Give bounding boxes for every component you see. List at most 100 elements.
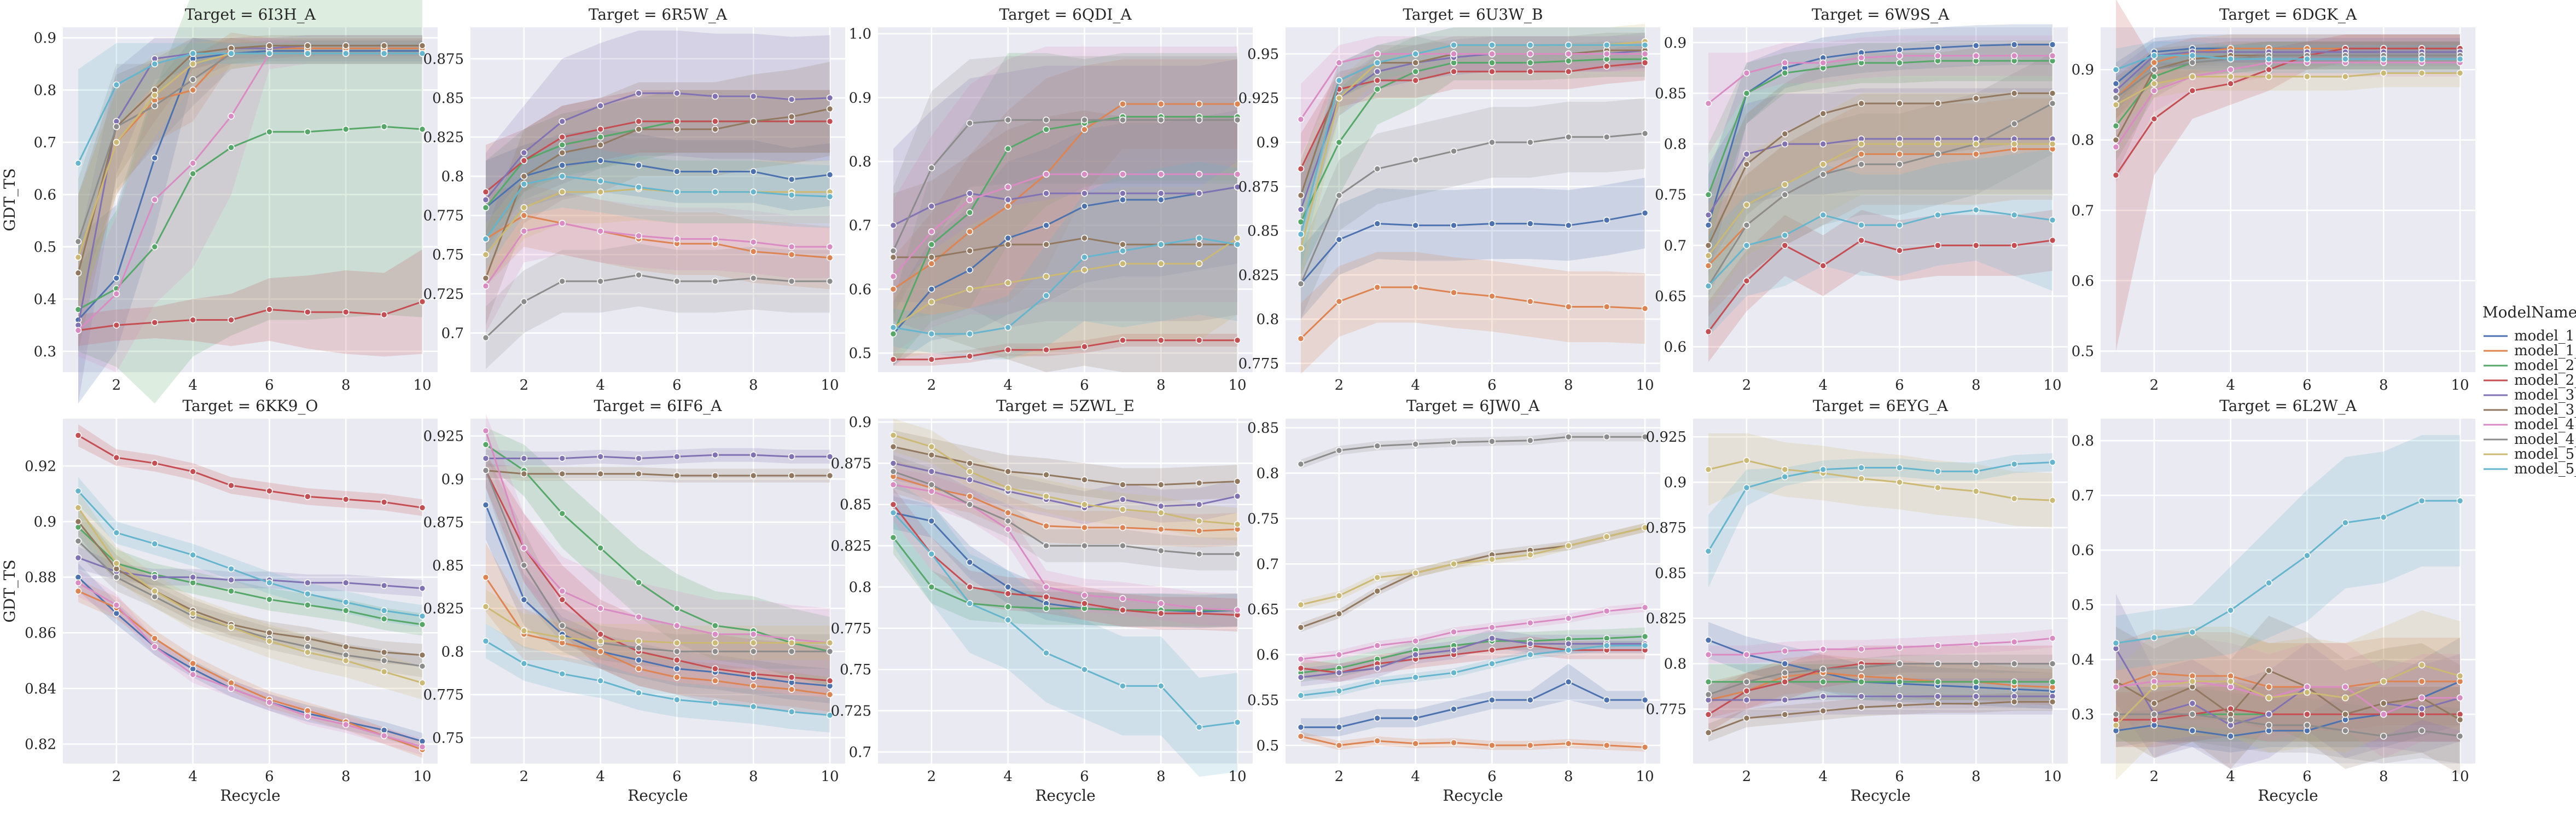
data-point [342, 50, 350, 57]
x-tick-label: 6 [672, 377, 682, 394]
y-tick-label: 0.4 [34, 291, 56, 308]
data-point [2010, 140, 2018, 148]
series-line [893, 476, 1238, 532]
data-point [1004, 279, 1011, 286]
y-tick-label: 0.8 [441, 644, 464, 660]
data-point [1527, 298, 1534, 305]
data-point [1195, 550, 1203, 558]
data-point [1641, 130, 1649, 137]
x-tick-label: 8 [341, 768, 351, 785]
series-line [1707, 92, 2052, 246]
data-point [1565, 134, 1572, 141]
series-band [1301, 252, 1645, 374]
y-tick-label: 0.85 [432, 90, 464, 107]
series-band [486, 62, 830, 326]
data-point [712, 699, 719, 707]
y-tick-label: 0.9 [1257, 135, 1279, 151]
y-tick-label: 0.6 [2072, 542, 2094, 559]
data-point [1972, 640, 1980, 647]
data-point [712, 168, 719, 175]
data-point [2456, 55, 2464, 63]
series-band [486, 90, 830, 255]
data-point [673, 674, 681, 681]
data-point [1297, 245, 1305, 252]
y-tick-label: 0.7 [34, 135, 56, 151]
data-point [1119, 595, 1126, 602]
data-point [1934, 140, 1941, 148]
data-point [1081, 203, 1088, 210]
x-tick-label: 6 [1895, 377, 1904, 394]
data-point [304, 649, 311, 656]
data-point [1157, 509, 1165, 517]
series-line [893, 237, 1238, 335]
data-point [597, 544, 604, 552]
data-point [1297, 230, 1305, 238]
data-point [1641, 433, 1649, 441]
series-band [1301, 98, 1645, 320]
x-tick-label: 6 [1895, 768, 1904, 785]
data-point [1527, 68, 1534, 76]
data-point [1335, 669, 1343, 677]
data-point [304, 602, 311, 609]
data-point [1004, 203, 1011, 210]
series-line [486, 454, 830, 460]
panel-title: Target = 6I3H_A [185, 5, 316, 24]
data-point [1234, 606, 1241, 614]
data-point [597, 638, 604, 645]
data-point [1043, 241, 1050, 248]
data-point [1195, 100, 1203, 108]
series-band [2116, 435, 2460, 670]
data-point [673, 647, 681, 655]
data-point [342, 721, 350, 729]
chart-panel: 2 4 6 8 10 0.5 0.6 0.7 0.8 0.9 1.0 Target = 6QDI_A [849, 5, 1253, 394]
data-point [597, 631, 604, 638]
series-band [1301, 177, 1645, 320]
data-point [1705, 242, 1712, 249]
data-point [1743, 651, 1751, 658]
data-point [1641, 59, 1649, 66]
series-line [893, 484, 1238, 611]
data-point [1043, 190, 1050, 197]
data-point [826, 712, 834, 719]
data-point [266, 487, 273, 495]
data-point [482, 235, 490, 242]
data-point [966, 209, 974, 216]
data-point [1527, 50, 1534, 57]
data-point [712, 647, 719, 655]
data-point [1412, 637, 1419, 645]
data-point [342, 496, 350, 503]
y-tick-label: 0.725 [831, 703, 871, 720]
data-point [966, 196, 974, 204]
data-point [1234, 183, 1241, 190]
series-line [1300, 644, 1645, 674]
data-point [1043, 522, 1050, 530]
series-line [485, 274, 830, 339]
data-point [1972, 52, 1980, 60]
data-point [1641, 743, 1649, 751]
data-point [482, 441, 490, 448]
data-point [380, 732, 388, 739]
data-point [2049, 41, 2056, 48]
data-point [1781, 59, 1789, 67]
data-point [1858, 140, 1865, 148]
data-point [482, 196, 490, 204]
data-point [889, 481, 897, 488]
series-line [1300, 212, 1645, 285]
data-point [966, 190, 974, 197]
data-point [1641, 642, 1649, 649]
series-line [1708, 695, 2052, 701]
data-point [113, 602, 120, 609]
data-point [1641, 696, 1649, 704]
data-point [1335, 77, 1343, 84]
data-point [1234, 337, 1241, 344]
panel-title: Target = 6W9S_A [1812, 5, 1950, 24]
x-tick-label: 4 [596, 377, 605, 394]
series-band [893, 521, 1237, 627]
data-point [1297, 460, 1305, 468]
data-point [749, 682, 757, 690]
data-point [1743, 714, 1751, 722]
data-point [1858, 100, 1865, 107]
data-point [597, 125, 604, 133]
x-tick-label: 8 [1564, 768, 1573, 785]
data-point [1157, 600, 1165, 607]
